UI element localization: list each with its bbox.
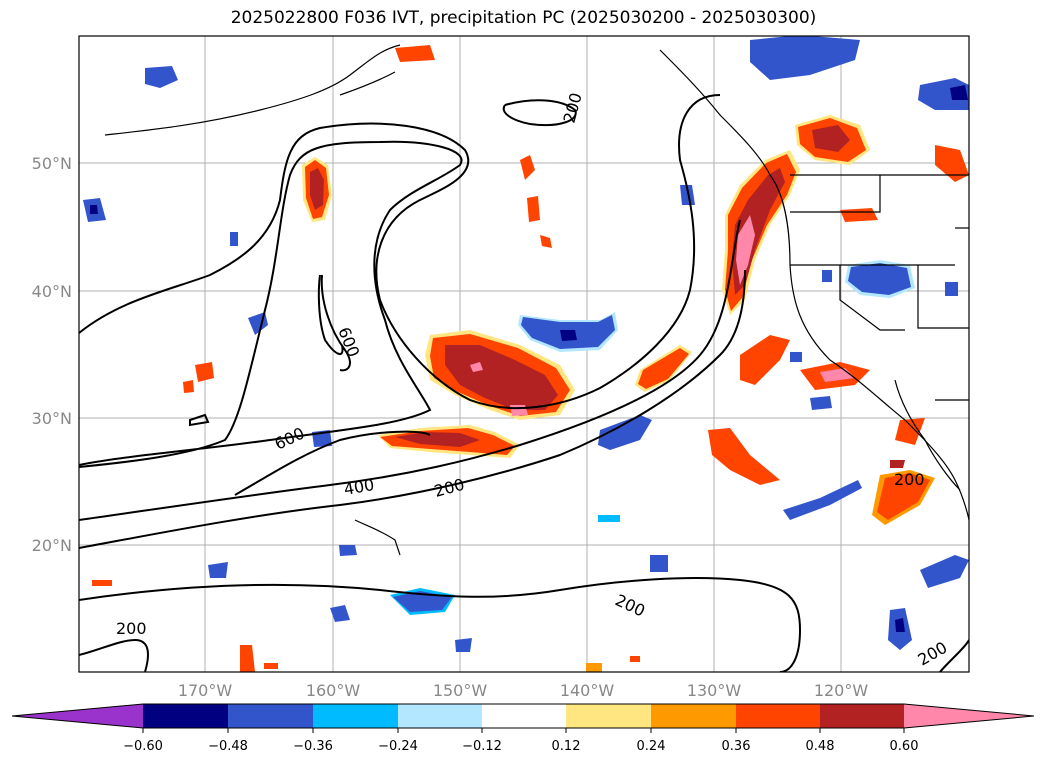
precipitation-anomaly-fields [83,36,969,672]
colorbar-segment [12,704,143,728]
map-title: 2025022800 F036 IVT, precipitation PC (2… [230,8,817,28]
lon-label-170w: 170°W [178,681,233,700]
coastlines [104,44,969,556]
lon-label-140w: 140°W [560,681,615,700]
colorbar: −0.60 −0.48 −0.36 −0.24 −0.12 0.12 0.24 … [11,703,1035,754]
colorbar-segment [482,704,566,728]
ivt-contours [79,94,969,672]
latitude-labels: 50°N 40°N 30°N 20°N [32,154,72,555]
colorbar-segment [736,704,820,728]
contour-label: 200 [116,619,147,638]
colorbar-segment [228,704,313,728]
contour-label-group: 200 600 600 400 200 200 200 200 200 [116,91,950,670]
colorbar-tick-label: 0.48 [806,739,835,754]
lat-label-50n: 50°N [32,154,72,173]
lon-label-130w: 130°W [687,681,742,700]
colorbar-segment [904,704,1034,728]
colorbar-tick-label: −0.36 [293,739,333,754]
colorbar-segment [398,704,482,728]
lon-label-120w: 120°W [814,681,869,700]
colorbar-segment [143,704,228,728]
colorbar-tick-label: −0.48 [208,739,248,754]
colorbar-segment [651,704,736,728]
colorbar-tick-label: 0.60 [890,739,919,754]
contour-label: 200 [894,470,925,489]
lat-label-30n: 30°N [32,409,72,428]
colorbar-segment [313,704,398,728]
lat-label-40n: 40°N [32,282,72,301]
colorbar-tick-label: 0.24 [637,739,666,754]
lon-label-150w: 150°W [433,681,488,700]
colorbar-tick-label: −0.60 [123,739,163,754]
lon-label-160w: 160°W [306,681,361,700]
colorbar-tick-label: 0.36 [722,739,751,754]
longitude-labels: 170°W 160°W 150°W 140°W 130°W 120°W [178,681,869,700]
colorbar-segment [820,704,904,728]
colorbar-segment [566,704,651,728]
map-frame [78,35,970,673]
colorbar-tick-label: −0.12 [462,739,502,754]
colorbar-tick-label: 0.12 [552,739,581,754]
colorbar-tick-label: −0.24 [378,739,418,754]
lat-label-20n: 20°N [32,536,72,555]
